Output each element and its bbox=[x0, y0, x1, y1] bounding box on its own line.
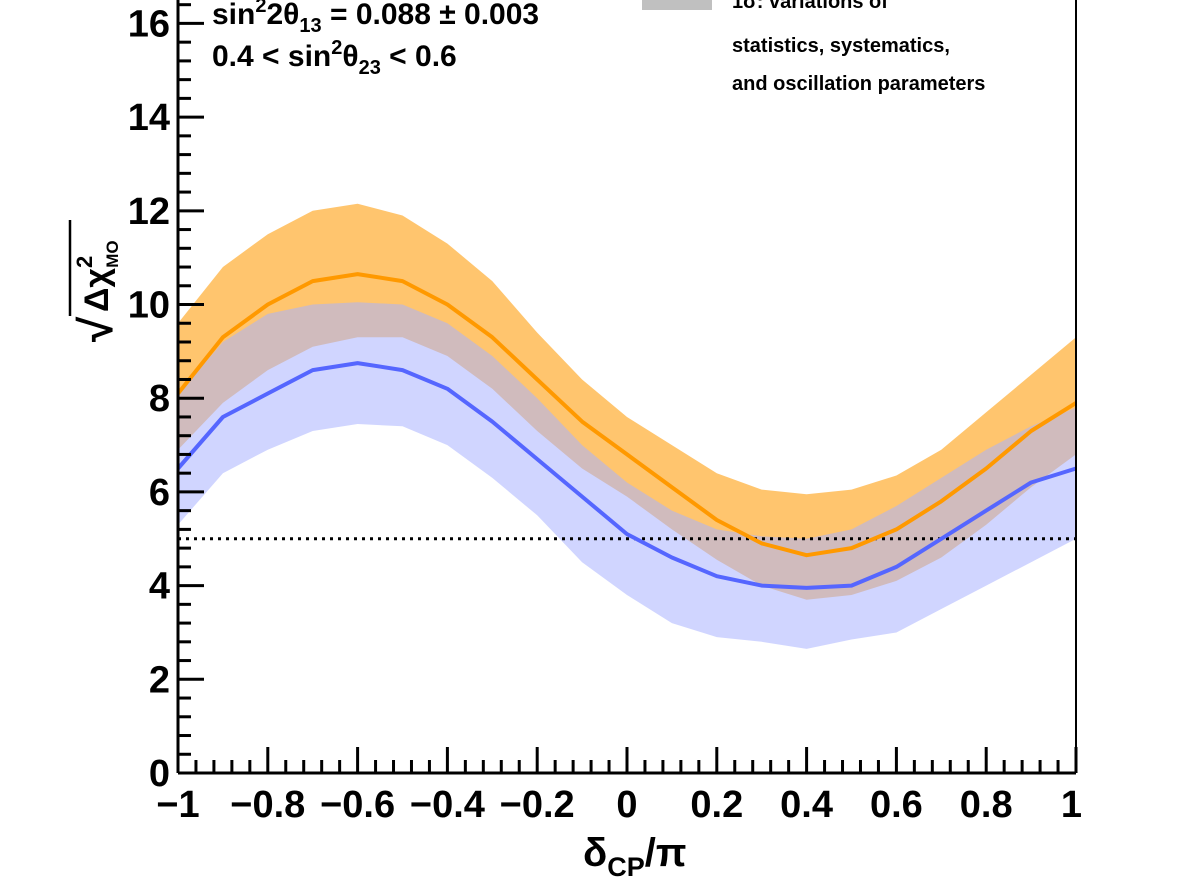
y-tick-label: 10 bbox=[128, 285, 170, 327]
band-orange bbox=[178, 203, 1076, 600]
y-tick-label: 6 bbox=[149, 472, 170, 514]
y-tick-label: 4 bbox=[149, 566, 170, 608]
x-tick-label: 0.2 bbox=[690, 784, 743, 826]
x-tick-label: −0.8 bbox=[230, 784, 305, 826]
x-axis-ticks: −1 −0.8 −0.6 −0.4 −0.2 0 0.2 0.4 0.6 0.8 1 bbox=[156, 747, 1082, 826]
legend-line-3: and oscillation parameters bbox=[732, 73, 985, 95]
theta23-annotation: 0.4 < sin2θ23 < 0.6 bbox=[212, 37, 457, 79]
series-lines bbox=[176, 272, 1078, 590]
y-tick-label: 8 bbox=[149, 378, 170, 420]
y-tick-label: 0 bbox=[149, 753, 170, 795]
x-tick-label: −0.4 bbox=[410, 784, 485, 826]
legend: 1σ: variations of statistics, systematic… bbox=[642, 0, 985, 95]
x-tick-label: −1 bbox=[156, 784, 199, 826]
x-tick-label: 1 bbox=[1061, 784, 1082, 826]
theta13-annotation: sin22θ13 = 0.088 ± 0.003 bbox=[212, 0, 539, 37]
y-axis-label: √ Δχ2 MO bbox=[68, 220, 122, 342]
series-line-orange bbox=[176, 272, 1078, 558]
y-tick-label: 2 bbox=[149, 659, 170, 701]
band-blue bbox=[178, 302, 1076, 649]
y-axis-radical: √ bbox=[70, 316, 122, 342]
y-tick-label: 14 bbox=[128, 97, 170, 139]
x-tick-label: 0.4 bbox=[780, 784, 833, 826]
x-tick-label: 0.8 bbox=[960, 784, 1013, 826]
x-tick-label: −0.2 bbox=[500, 784, 575, 826]
legend-line-1: 1σ: variations of bbox=[732, 0, 888, 13]
uncertainty-bands bbox=[178, 203, 1076, 649]
legend-swatch bbox=[642, 0, 712, 10]
x-axis-label: δCP/π bbox=[583, 831, 687, 882]
y-tick-label: 12 bbox=[128, 191, 170, 233]
x-tick-label: 0.6 bbox=[870, 784, 923, 826]
x-tick-label: 0 bbox=[616, 784, 637, 826]
y-axis-ticks: 0 2 4 6 8 10 12 14 16 bbox=[128, 3, 204, 795]
legend-line-2: statistics, systematics, bbox=[732, 35, 950, 57]
y-tick-label: 16 bbox=[128, 3, 170, 45]
x-tick-label: −0.6 bbox=[320, 784, 395, 826]
series-line-blue bbox=[176, 361, 1077, 590]
